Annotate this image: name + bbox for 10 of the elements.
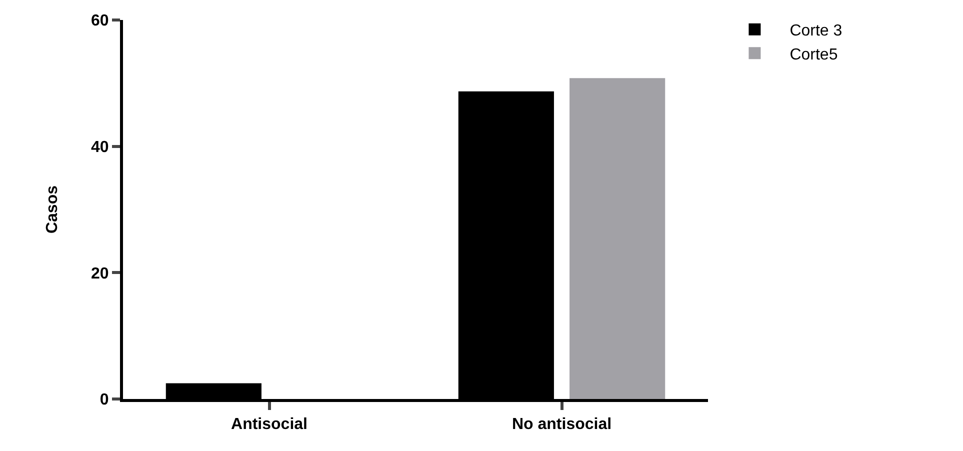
y-tick-label: 20 <box>91 265 109 282</box>
y-tick-label: 40 <box>91 138 109 156</box>
legend-label: Corte 3 <box>790 22 842 40</box>
legend-label: Corte5 <box>790 46 838 64</box>
x-tick-label: No antisocial <box>512 416 612 434</box>
y-tick-label: 60 <box>91 12 109 30</box>
bar <box>570 78 666 399</box>
x-tick-label: Antisocial <box>231 416 308 434</box>
y-axis-title: Casos <box>44 185 61 234</box>
y-tick-label: 0 <box>100 392 109 409</box>
